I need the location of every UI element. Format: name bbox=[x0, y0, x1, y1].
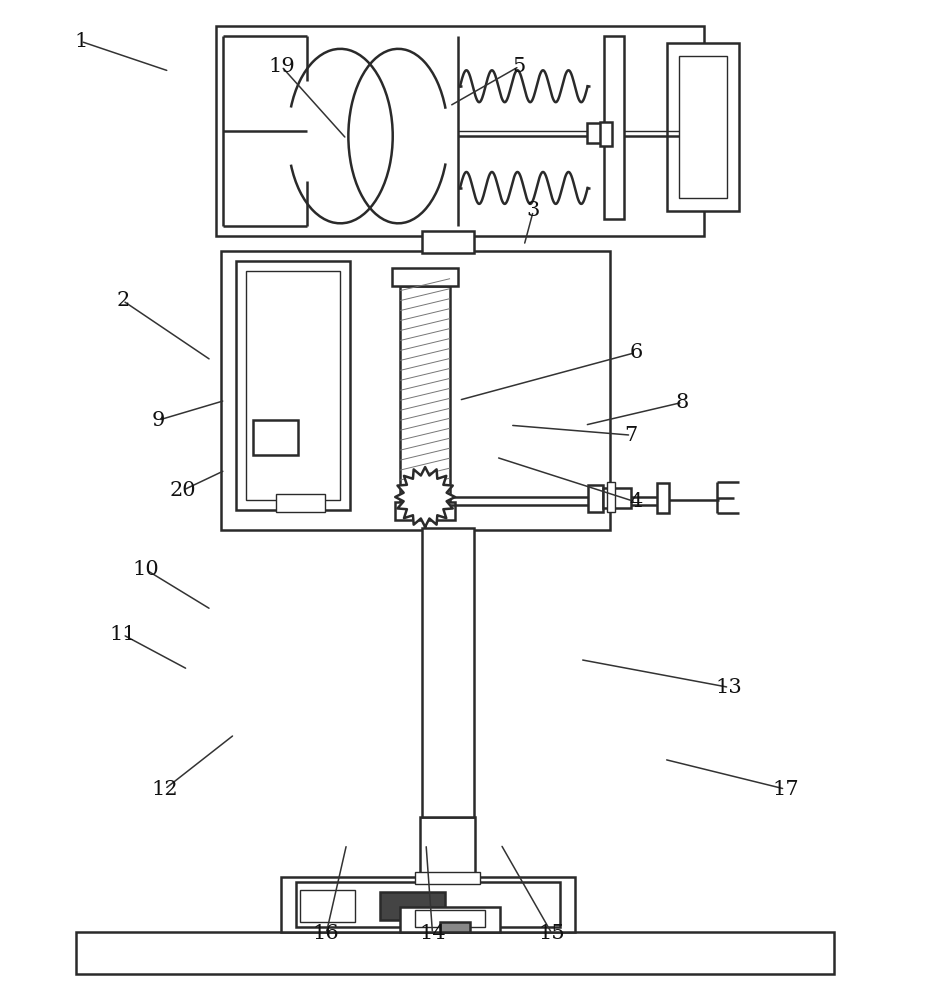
Bar bbox=[395, 502, 455, 520]
Text: 3: 3 bbox=[527, 201, 540, 220]
Bar bbox=[275, 494, 326, 512]
Bar bbox=[245, 271, 341, 500]
Bar bbox=[236, 261, 350, 510]
Text: 2: 2 bbox=[116, 291, 129, 310]
Text: 9: 9 bbox=[152, 411, 165, 430]
Bar bbox=[603, 488, 631, 508]
Bar bbox=[440, 922, 470, 932]
Bar bbox=[401, 907, 500, 932]
Text: 14: 14 bbox=[419, 924, 446, 943]
Bar bbox=[216, 26, 704, 236]
Bar bbox=[281, 877, 575, 932]
Bar bbox=[600, 122, 611, 146]
Text: 5: 5 bbox=[513, 57, 526, 76]
Polygon shape bbox=[395, 467, 455, 527]
Bar bbox=[422, 231, 474, 253]
Bar bbox=[422, 528, 474, 817]
Bar bbox=[416, 872, 480, 884]
Bar bbox=[380, 892, 446, 920]
Bar bbox=[420, 817, 475, 877]
Text: 16: 16 bbox=[313, 924, 340, 943]
Bar bbox=[657, 483, 669, 513]
Text: 7: 7 bbox=[624, 426, 638, 445]
Text: 20: 20 bbox=[170, 481, 197, 500]
Bar bbox=[680, 56, 727, 198]
Bar bbox=[604, 36, 623, 219]
Text: 13: 13 bbox=[716, 678, 742, 697]
Bar bbox=[588, 485, 603, 512]
Text: 19: 19 bbox=[268, 57, 295, 76]
Bar bbox=[76, 932, 834, 974]
Bar bbox=[607, 482, 615, 512]
Text: 6: 6 bbox=[629, 343, 643, 362]
Bar bbox=[416, 910, 485, 927]
Bar bbox=[667, 43, 739, 211]
Bar bbox=[221, 251, 609, 530]
Text: 4: 4 bbox=[629, 492, 643, 511]
Text: 10: 10 bbox=[133, 560, 159, 579]
Text: 17: 17 bbox=[772, 780, 798, 799]
Bar bbox=[401, 286, 450, 505]
Text: 15: 15 bbox=[539, 924, 565, 943]
Text: 12: 12 bbox=[152, 780, 178, 799]
Bar bbox=[587, 123, 605, 143]
Bar bbox=[296, 882, 560, 927]
Text: 1: 1 bbox=[74, 32, 87, 51]
Text: 8: 8 bbox=[676, 393, 689, 412]
Text: 11: 11 bbox=[110, 625, 136, 644]
Bar bbox=[253, 420, 298, 455]
Bar bbox=[392, 268, 458, 286]
Bar bbox=[300, 890, 356, 922]
